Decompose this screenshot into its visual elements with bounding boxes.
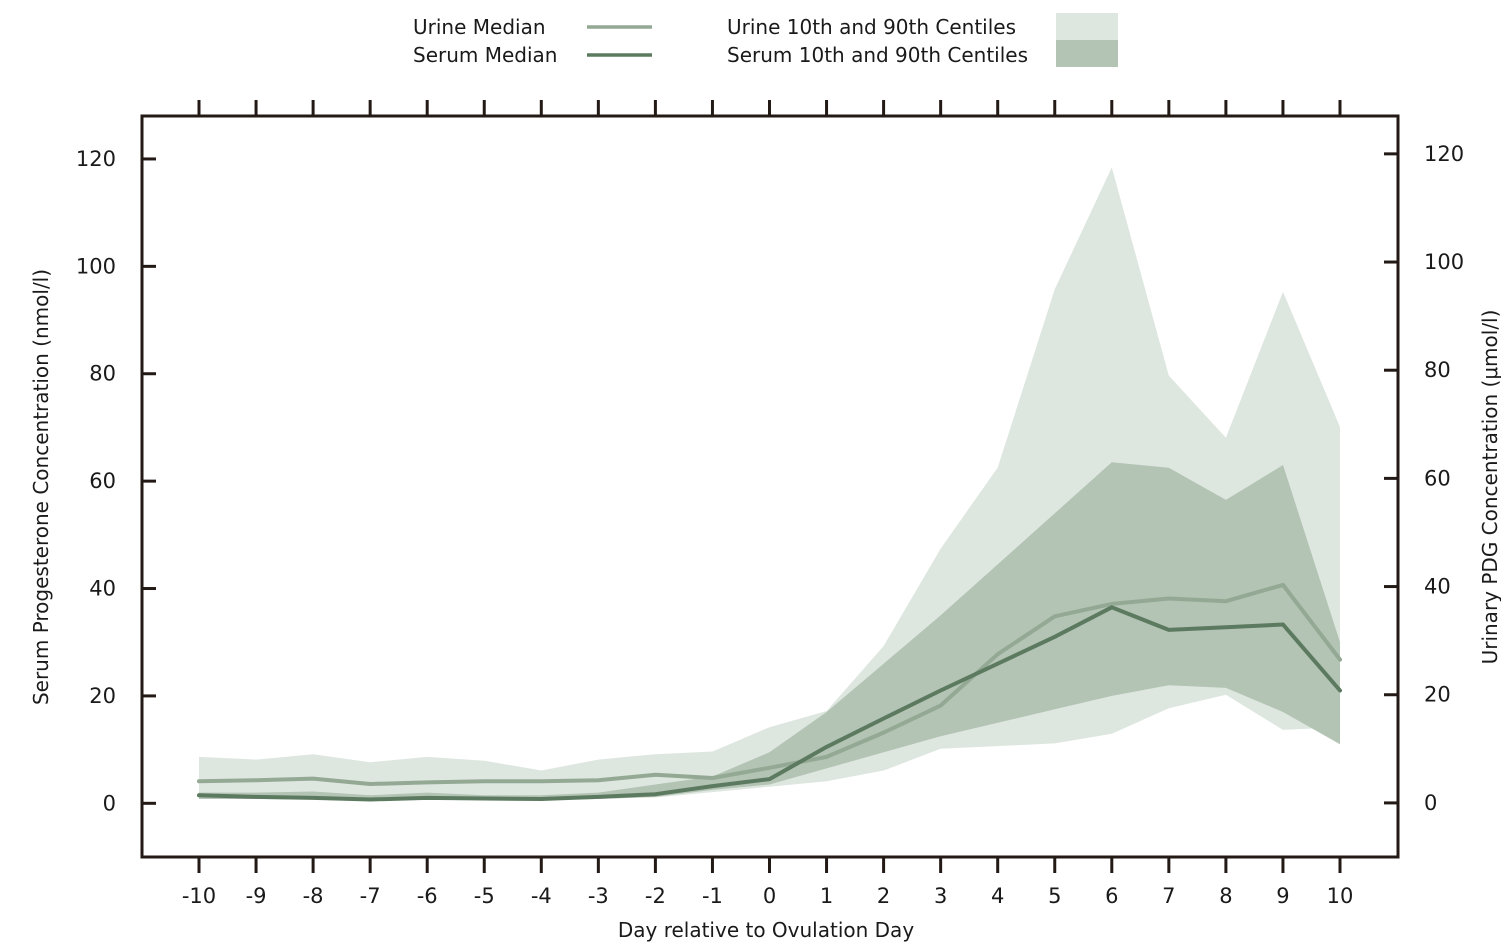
right-y-tick-label: 60 — [1424, 466, 1451, 490]
x-tick-label: 7 — [1162, 884, 1175, 908]
x-tick-label: 3 — [934, 884, 947, 908]
x-tick-label: -9 — [246, 884, 267, 908]
x-tick-label: -2 — [645, 884, 666, 908]
x-axis-ticks: -10 -9 -8 -7 -6 -5 -4 -3 -2 -1 0 1 2 3 4 5 6 7 8 9 10 — [182, 100, 1354, 908]
left-y-axis-title: Serum Progesterone Concentration (nmol/l… — [29, 269, 53, 705]
legend-label-serum-centiles: Serum 10th and 90th Centiles — [727, 43, 1028, 67]
legend-swatch-serum-centiles — [1056, 40, 1118, 67]
legend-label-urine-centiles: Urine 10th and 90th Centiles — [727, 15, 1016, 39]
right-y-tick-label: 0 — [1424, 791, 1437, 815]
x-tick-label: 10 — [1327, 884, 1354, 908]
serum-median-line — [197, 605, 1342, 802]
right-y-tick-label: 80 — [1424, 358, 1451, 382]
x-tick-label: -4 — [531, 884, 552, 908]
legend: Urine Median Serum Median Urine 10th and… — [413, 13, 1118, 67]
x-tick-label: 0 — [763, 884, 776, 908]
x-tick-label: 4 — [991, 884, 1004, 908]
left-y-tick-label: 40 — [89, 577, 116, 601]
x-tick-label: -7 — [360, 884, 381, 908]
x-tick-label: -1 — [702, 884, 723, 908]
x-tick-label: 9 — [1276, 884, 1289, 908]
x-tick-label: 1 — [820, 884, 833, 908]
x-tick-label: 5 — [1048, 884, 1061, 908]
right-y-tick-label: 120 — [1424, 142, 1464, 166]
x-tick-label: 2 — [877, 884, 890, 908]
x-tick-label: -8 — [303, 884, 324, 908]
right-y-tick-label: 40 — [1424, 575, 1451, 599]
left-y-tick-label: 100 — [76, 254, 116, 278]
legend-label-urine-median: Urine Median — [413, 15, 546, 39]
x-tick-label: -3 — [588, 884, 609, 908]
x-tick-label: 8 — [1219, 884, 1232, 908]
left-y-tick-label: 120 — [76, 147, 116, 171]
left-y-axis-ticks: 0 20 40 60 80 100 120 — [76, 147, 156, 815]
right-y-tick-label: 100 — [1424, 250, 1464, 274]
left-y-tick-label: 0 — [103, 791, 116, 815]
right-y-tick-label: 20 — [1424, 683, 1451, 707]
urine-median-line — [197, 582, 1342, 786]
left-y-tick-label: 20 — [89, 684, 116, 708]
legend-swatch-urine-centiles — [1056, 13, 1118, 40]
left-y-tick-label: 60 — [89, 469, 116, 493]
right-y-axis-title: Urinary PDG Concentration (μmol/l) — [1478, 310, 1501, 665]
right-y-axis-ticks: 0 20 40 60 80 100 120 — [1384, 142, 1464, 815]
serum-centile-band — [199, 462, 1340, 801]
legend-label-serum-median: Serum Median — [413, 43, 557, 67]
left-y-tick-label: 80 — [89, 362, 116, 386]
x-tick-label: 6 — [1105, 884, 1118, 908]
centile-bands — [199, 167, 1340, 801]
x-tick-label: -6 — [417, 884, 438, 908]
x-tick-label: -5 — [474, 884, 495, 908]
median-lines — [197, 582, 1342, 802]
x-tick-label: -10 — [182, 884, 216, 908]
x-axis-title: Day relative to Ovulation Day — [618, 918, 914, 942]
